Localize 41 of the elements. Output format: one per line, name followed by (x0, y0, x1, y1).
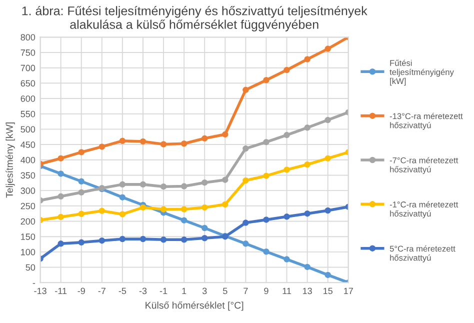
x-tick-label: -5 (118, 288, 126, 294)
x-tick-label: 15 (324, 288, 332, 294)
y-tick-label: 400 (20, 156, 36, 164)
y-tick-label: 750 (20, 49, 36, 56)
legend-label: -13°C-ra méretezett hőszivattyú (390, 112, 463, 130)
y-tick-label: 600 (20, 95, 36, 102)
x-tick-label: -7 (98, 288, 106, 294)
y-tick-label: 100 (21, 248, 36, 256)
x-tick-label: 11 (282, 288, 292, 294)
legend-label: Fűtési teljesítményigény [kW] (390, 60, 454, 86)
y-axis-title: Teljesítmény [kW] (6, 122, 15, 198)
y-tick-label: 550 (20, 110, 36, 118)
x-tick-label: 13 (302, 288, 312, 294)
y-tick-label: 650 (20, 80, 36, 87)
x-tick-label: -9 (78, 288, 85, 294)
x-tick-label: 17 (344, 288, 353, 294)
y-tick-label: 350 (20, 172, 36, 179)
x-tick-label: 1 (182, 288, 186, 294)
x-tick-label: -1 (160, 288, 168, 294)
y-tick-label: 50 (26, 264, 36, 271)
y-tick-label: 800 (20, 34, 36, 41)
chart-title: 1. ábra: Fűtési teljesítményigény és hőszivattyú teljesítmények alakulása a külső hőmérséklet függvényében (22, 6, 368, 32)
x-tick-label: -3 (139, 288, 147, 294)
x-tick-label: 3 (202, 288, 207, 294)
y-tick-label: 250 (20, 202, 36, 210)
y-tick-label: 700 (20, 64, 36, 72)
x-tick-label: 7 (244, 288, 248, 294)
legend-label: -1°C-ra méretezett hőszivattyú (390, 201, 458, 218)
y-tick-label: 300 (20, 188, 36, 194)
x-tick-label: 5 (223, 288, 228, 294)
x-tick-label: -13 (34, 288, 46, 294)
y-tick-label: 500 (20, 126, 36, 133)
y-tick-label: 150 (21, 234, 36, 240)
x-tick-label: 9 (264, 288, 268, 294)
y-tick-label: - (32, 283, 36, 284)
y-tick-label: 200 (20, 218, 36, 225)
legend-label: -7°C-ra méretezett hőszivattyú (390, 157, 458, 174)
y-tick-label: 450 (20, 142, 36, 148)
x-tick-label: -11 (55, 288, 67, 294)
x-axis-title: Külső hőmérséklet [°C] (146, 301, 244, 311)
legend-label: 5°C-ra méretezett hőszivattyú (390, 245, 456, 262)
